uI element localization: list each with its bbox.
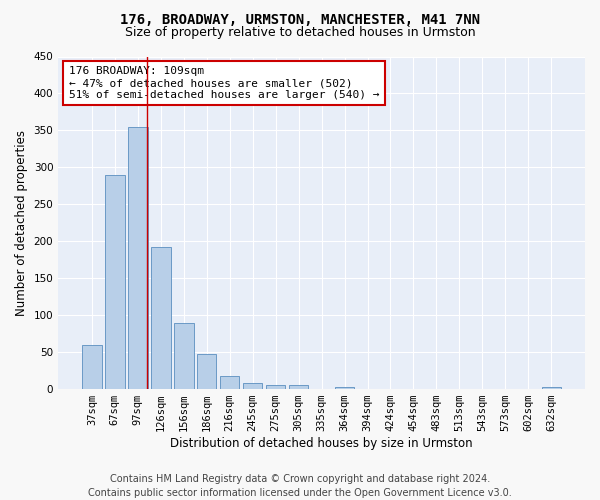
Bar: [197, 354, 217, 389]
Text: 176, BROADWAY, URMSTON, MANCHESTER, M41 7NN: 176, BROADWAY, URMSTON, MANCHESTER, M41 …: [120, 12, 480, 26]
Text: 176 BROADWAY: 109sqm
← 47% of detached houses are smaller (502)
51% of semi-deta: 176 BROADWAY: 109sqm ← 47% of detached h…: [69, 66, 379, 100]
Bar: [128, 126, 148, 389]
Bar: [82, 344, 101, 389]
X-axis label: Distribution of detached houses by size in Urmston: Distribution of detached houses by size …: [170, 437, 473, 450]
Text: Size of property relative to detached houses in Urmston: Size of property relative to detached ho…: [125, 26, 475, 39]
Bar: [335, 387, 355, 389]
Bar: [289, 386, 308, 389]
Text: Contains HM Land Registry data © Crown copyright and database right 2024.
Contai: Contains HM Land Registry data © Crown c…: [88, 474, 512, 498]
Bar: [151, 247, 170, 389]
Bar: [542, 387, 561, 389]
Bar: [174, 322, 194, 389]
Bar: [105, 175, 125, 389]
Bar: [220, 376, 239, 389]
Bar: [243, 383, 262, 389]
Y-axis label: Number of detached properties: Number of detached properties: [15, 130, 28, 316]
Bar: [266, 386, 286, 389]
